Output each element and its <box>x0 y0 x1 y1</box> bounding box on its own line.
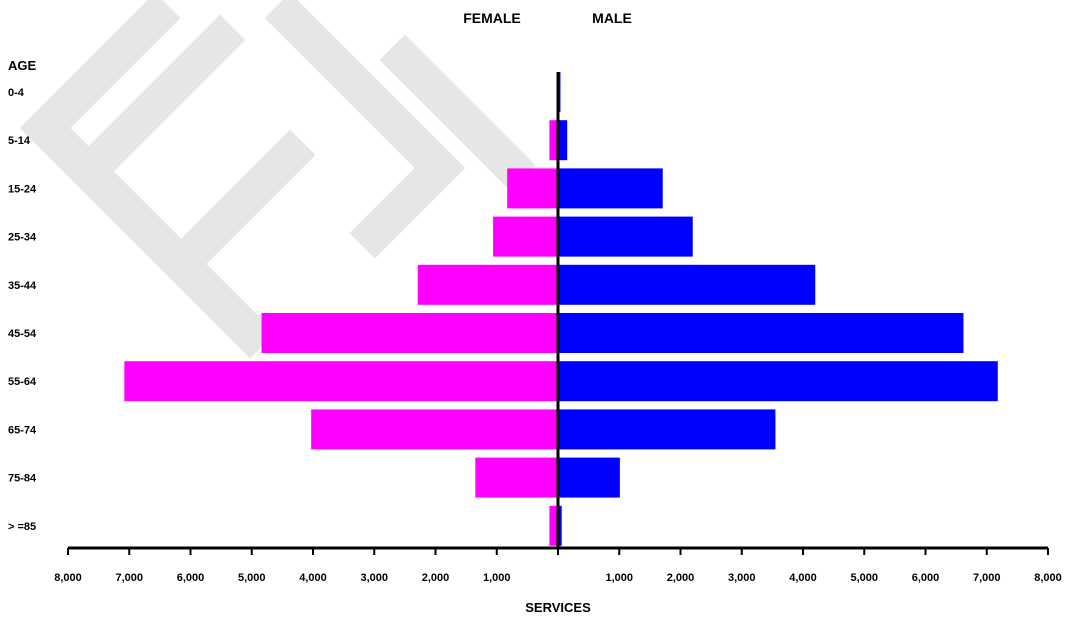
x-tick-label-5: 3,000 <box>360 572 388 584</box>
female-bar-6 <box>124 361 558 402</box>
x-tick-label-0: 8,000 <box>54 572 82 584</box>
x-tick-label-1: 7,000 <box>115 572 143 584</box>
age-label-0: 0-4 <box>8 87 25 99</box>
watermark-logo <box>19 0 536 359</box>
age-label-5: 45-54 <box>8 328 37 340</box>
y-axis-title: AGE <box>8 58 37 73</box>
female-bar-3 <box>493 216 558 257</box>
x-axis-title: SERVICES <box>525 600 591 615</box>
x-tick-label-9: 1,000 <box>605 572 633 584</box>
female-bar-7 <box>311 409 558 450</box>
x-tick-label-4: 4,000 <box>299 572 327 584</box>
x-tick-label-7: 1,000 <box>483 572 511 584</box>
legend-male-label: MALE <box>592 10 632 26</box>
x-tick-label-16: 8,000 <box>1034 572 1062 584</box>
male-bar-8 <box>558 457 620 498</box>
x-tick-label-6: 2,000 <box>422 572 450 584</box>
age-label-3: 25-34 <box>8 232 37 244</box>
male-bar-1 <box>558 120 568 161</box>
female-bar-1 <box>549 120 558 161</box>
age-label-7: 65-74 <box>8 424 37 436</box>
male-bar-3 <box>558 216 693 257</box>
x-tick-label-2: 6,000 <box>177 572 205 584</box>
age-label-9: > =85 <box>8 521 36 533</box>
age-label-2: 15-24 <box>8 183 37 195</box>
male-bar-9 <box>558 505 562 546</box>
x-tick-label-13: 5,000 <box>850 572 878 584</box>
age-label-6: 55-64 <box>8 376 37 388</box>
x-tick-label-11: 3,000 <box>728 572 756 584</box>
x-tick-label-15: 7,000 <box>973 572 1001 584</box>
x-tick-label-10: 2,000 <box>667 572 695 584</box>
age-label-4: 35-44 <box>8 280 37 292</box>
female-bar-5 <box>261 313 558 353</box>
female-bar-4 <box>417 264 558 305</box>
x-tick-label-12: 4,000 <box>789 572 817 584</box>
female-bar-9 <box>549 505 558 546</box>
male-bar-4 <box>558 264 816 305</box>
age-label-1: 5-14 <box>8 135 31 147</box>
female-bar-2 <box>507 168 558 209</box>
x-tick-label-14: 6,000 <box>912 572 940 584</box>
male-bar-2 <box>558 168 663 209</box>
male-bar-5 <box>558 313 964 353</box>
legend-female-label: FEMALE <box>463 10 521 26</box>
age-label-8: 75-84 <box>8 473 37 485</box>
female-bar-8 <box>475 457 558 498</box>
male-bar-6 <box>558 361 998 402</box>
x-tick-label-3: 5,000 <box>238 572 266 584</box>
male-bar-7 <box>558 409 776 450</box>
